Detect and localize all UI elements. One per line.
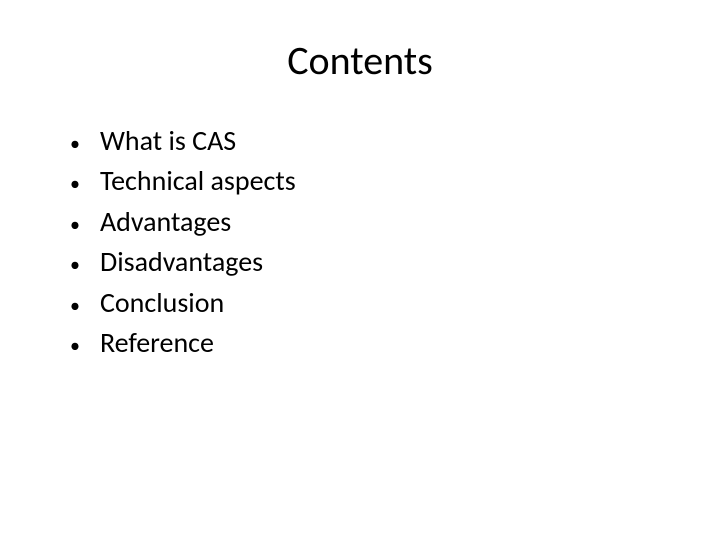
slide-title: Contents bbox=[50, 36, 670, 85]
list-item: • Conclusion bbox=[70, 285, 670, 321]
list-item: • What is CAS bbox=[70, 123, 670, 159]
list-item-text: Reference bbox=[100, 325, 214, 361]
bullet-icon: • bbox=[70, 131, 80, 157]
list-item: • Disadvantages bbox=[70, 244, 670, 280]
bullet-icon: • bbox=[70, 171, 80, 197]
contents-list: • What is CAS • Technical aspects • Adva… bbox=[50, 123, 670, 361]
list-item: • Reference bbox=[70, 325, 670, 361]
bullet-icon: • bbox=[70, 333, 80, 359]
list-item-text: Advantages bbox=[100, 204, 231, 240]
list-item-text: Conclusion bbox=[100, 285, 224, 321]
list-item-text: What is CAS bbox=[100, 123, 236, 159]
list-item-text: Disadvantages bbox=[100, 244, 263, 280]
bullet-icon: • bbox=[70, 252, 80, 278]
list-item: • Technical aspects bbox=[70, 163, 670, 199]
bullet-icon: • bbox=[70, 293, 80, 319]
list-item-text: Technical aspects bbox=[100, 163, 296, 199]
bullet-icon: • bbox=[70, 212, 80, 238]
slide-container: Contents • What is CAS • Technical aspec… bbox=[0, 0, 720, 540]
list-item: • Advantages bbox=[70, 204, 670, 240]
